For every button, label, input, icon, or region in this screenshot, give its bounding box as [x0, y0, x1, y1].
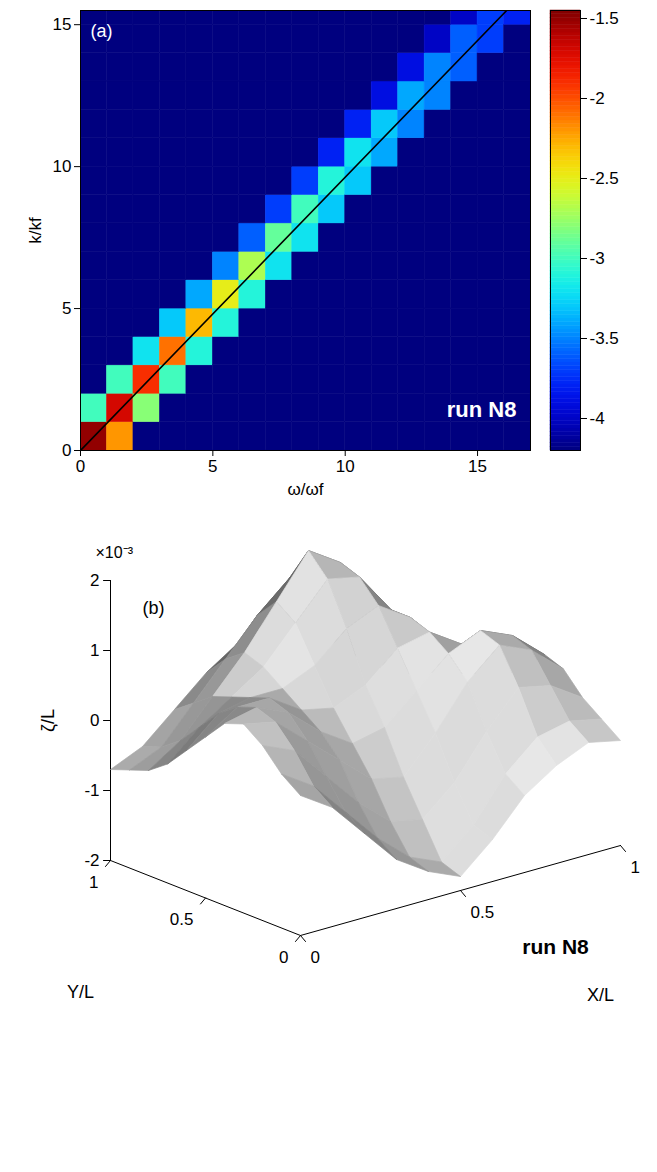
svg-text:15: 15: [53, 15, 72, 34]
svg-text:-3: -3: [590, 249, 605, 268]
svg-text:0.5: 0.5: [471, 903, 495, 922]
svg-text:0.5: 0.5: [170, 910, 194, 929]
svg-text:1: 1: [89, 873, 98, 892]
svg-text:run N8: run N8: [522, 935, 589, 958]
svg-text:-2: -2: [590, 89, 605, 108]
svg-text:5: 5: [62, 299, 71, 318]
svg-text:0: 0: [279, 948, 288, 967]
svg-text:ω/ωf: ω/ωf: [288, 480, 324, 499]
svg-text:(a): (a): [91, 21, 113, 41]
svg-text:-1.5: -1.5: [590, 9, 619, 28]
svg-text:-2.5: -2.5: [590, 169, 619, 188]
svg-text:0: 0: [311, 948, 320, 967]
svg-text:0: 0: [76, 457, 85, 476]
svg-text:0: 0: [62, 441, 71, 460]
svg-text:1: 1: [631, 858, 640, 877]
svg-text:ζ/L: ζ/L: [38, 709, 58, 732]
svg-text:-4: -4: [590, 409, 605, 428]
svg-text:×10⁻³: ×10⁻³: [96, 544, 134, 561]
svg-text:5: 5: [208, 457, 217, 476]
svg-text:2: 2: [90, 571, 99, 590]
svg-text:-2: -2: [84, 851, 99, 870]
svg-text:15: 15: [468, 457, 487, 476]
svg-text:run N8: run N8: [447, 397, 517, 422]
svg-text:(b): (b): [143, 598, 165, 618]
svg-text:X/L: X/L: [587, 985, 614, 1005]
svg-text:Y/L: Y/L: [67, 982, 94, 1002]
svg-text:10: 10: [336, 457, 355, 476]
svg-text:k/kf: k/kf: [26, 217, 45, 244]
svg-text:10: 10: [53, 157, 72, 176]
svg-text:1: 1: [90, 641, 99, 660]
svg-text:-3.5: -3.5: [590, 329, 619, 348]
svg-text:-1: -1: [84, 781, 99, 800]
svg-text:0: 0: [90, 711, 99, 730]
